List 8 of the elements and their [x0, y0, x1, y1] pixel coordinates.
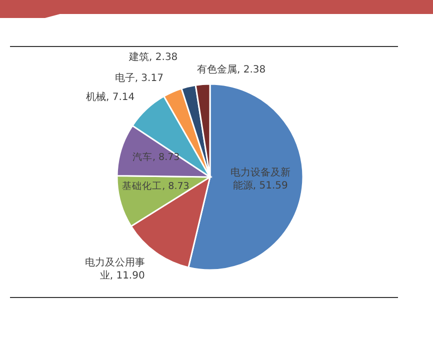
slice-label: 有色金属, 2.38: [196, 63, 266, 76]
slice-label: 电力设备及新能源, 51.59: [230, 166, 290, 192]
slice-label: 机械, 7.14: [86, 90, 135, 103]
slice-label: 电力及公用事业, 11.90: [84, 256, 145, 282]
slice-label: 电子, 3.17: [114, 72, 164, 84]
slice-label: 建筑, 2.38: [128, 51, 178, 64]
slice-label: 基础化工, 8.73: [122, 180, 190, 192]
slice-label: 汽车, 8.73: [132, 150, 180, 163]
